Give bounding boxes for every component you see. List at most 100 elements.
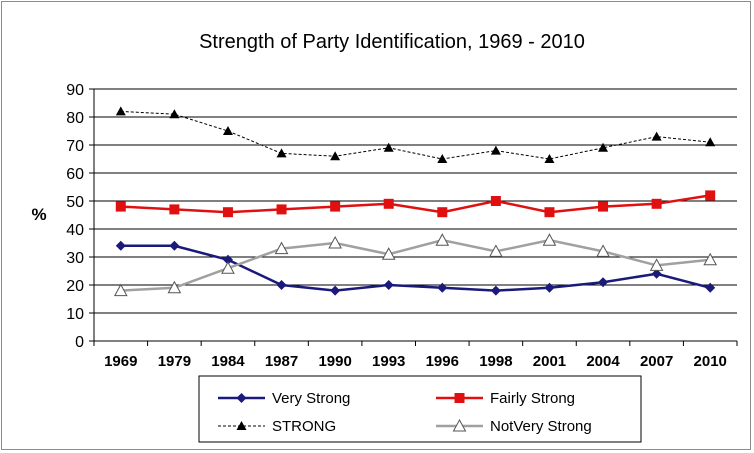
data-point <box>490 196 501 206</box>
data-point <box>598 277 609 288</box>
data-point <box>651 198 662 209</box>
data-point <box>330 285 341 296</box>
data-point <box>381 247 396 260</box>
data-point <box>596 244 610 257</box>
series-line <box>120 238 711 292</box>
x-tick-label: 1969 <box>104 353 137 370</box>
series-line <box>120 194 711 214</box>
gridlines <box>89 88 737 342</box>
data-point <box>544 207 555 218</box>
data-point <box>649 258 664 271</box>
y-tick-label: 20 <box>66 278 84 295</box>
data-point <box>169 204 180 215</box>
data-point <box>544 282 555 293</box>
y-tick-labels: 0 10 20 30 40 50 60 70 80 90 <box>66 82 84 351</box>
y-tick-label: 10 <box>66 306 84 323</box>
data-point <box>222 126 233 135</box>
y-tick-label: 60 <box>66 166 84 183</box>
legend-marker <box>452 418 467 432</box>
data-point <box>490 145 501 155</box>
data-point <box>544 154 555 163</box>
legend-entry: Very Strong <box>218 390 350 407</box>
axes <box>93 89 737 342</box>
data-point <box>437 282 448 293</box>
x-tick-label: 1998 <box>479 353 512 370</box>
legend: Very Strong Fairly Strong STRONG NotVery St… <box>198 375 642 443</box>
data-point <box>705 137 716 147</box>
series-very-strong <box>115 240 716 296</box>
chart-title: Strength of Party Identification, 1969 -… <box>199 31 585 53</box>
y-tick-label: 70 <box>66 138 84 155</box>
data-point <box>383 280 394 290</box>
x-tick-label: 2004 <box>586 353 620 370</box>
x-tick-label: 1984 <box>211 353 245 370</box>
y-tick-label: 80 <box>66 110 84 127</box>
data-point <box>383 142 394 152</box>
x-tick-label: 1979 <box>158 353 191 370</box>
data-point <box>435 233 450 246</box>
series-line <box>120 244 711 292</box>
series-fairly-strong <box>115 190 716 218</box>
data-point <box>113 283 128 297</box>
data-point <box>705 190 716 201</box>
data-point <box>489 244 503 257</box>
data-point <box>276 280 287 290</box>
y-tick-label: 40 <box>66 222 84 239</box>
data-point <box>651 131 662 141</box>
data-point <box>115 201 126 212</box>
x-tick-label: 1993 <box>372 353 405 370</box>
legend-label: Fairly Strong <box>490 390 575 407</box>
series-notvery-strong <box>113 233 718 297</box>
data-point <box>169 240 180 251</box>
legend-box <box>198 375 642 443</box>
data-point <box>598 142 609 152</box>
x-tick-label: 1987 <box>265 353 298 370</box>
data-point <box>490 285 501 296</box>
data-point <box>276 204 287 215</box>
data-point <box>651 268 662 279</box>
series-group <box>113 106 718 297</box>
data-point <box>542 233 557 246</box>
x-tick-labels: 1969 1979 1984 1987 1990 1993 1996 1998 2001 2004… <box>93 341 738 370</box>
x-tick-label: 1990 <box>318 353 351 370</box>
data-point <box>705 282 716 293</box>
data-point <box>221 261 235 274</box>
data-point <box>115 106 126 116</box>
legend-label: Very Strong <box>272 390 350 407</box>
y-tick-label: 0 <box>75 334 84 351</box>
data-point <box>330 201 341 212</box>
y-tick-label: 90 <box>66 82 84 99</box>
x-tick-label: 1996 <box>426 353 459 370</box>
data-point <box>598 201 609 212</box>
legend-marker <box>454 393 465 403</box>
data-point <box>115 240 126 251</box>
data-point <box>330 151 341 161</box>
data-point <box>328 235 342 249</box>
data-point <box>383 198 394 209</box>
data-point <box>437 154 448 163</box>
data-point <box>437 207 448 218</box>
y-tick-label: 30 <box>66 250 84 267</box>
legend-marker <box>236 393 247 403</box>
data-point <box>169 109 180 119</box>
data-point <box>274 241 289 255</box>
data-point <box>167 280 182 294</box>
legend-marker <box>236 421 247 430</box>
series-strong <box>115 106 716 163</box>
y-axis-label: % <box>31 205 46 224</box>
legend-entry: NotVery Strong <box>436 418 592 435</box>
legend-label: STRONG <box>272 418 336 435</box>
x-tick-label: 2007 <box>640 353 673 370</box>
legend-label: NotVery Strong <box>490 418 592 435</box>
data-point <box>222 207 233 218</box>
x-tick-label: 2010 <box>694 353 727 370</box>
legend-entry: STRONG <box>218 418 336 435</box>
x-tick-label: 2001 <box>533 353 566 370</box>
data-point <box>703 252 718 266</box>
series-line <box>120 110 711 160</box>
legend-entry: Fairly Strong <box>436 390 575 407</box>
data-point <box>276 148 287 158</box>
y-tick-label: 50 <box>66 194 84 211</box>
